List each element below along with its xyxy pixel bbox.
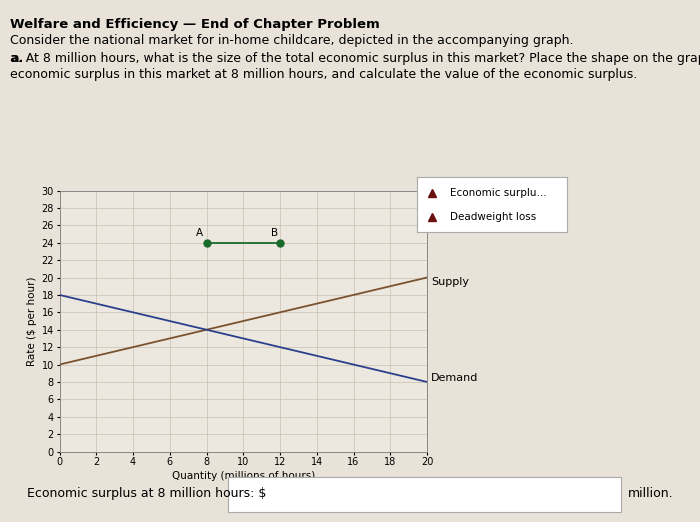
- Text: B: B: [271, 228, 278, 238]
- Text: Supply: Supply: [431, 277, 469, 287]
- Text: a.: a.: [10, 52, 24, 65]
- Text: Demand: Demand: [431, 373, 479, 383]
- Text: Economic surplu...: Economic surplu...: [449, 188, 546, 198]
- X-axis label: Quantity (millions of hours): Quantity (millions of hours): [172, 471, 315, 481]
- Text: A: A: [196, 228, 203, 238]
- Text: a. At 8 million hours, what is the size of the total economic surplus in this ma: a. At 8 million hours, what is the size …: [10, 52, 700, 65]
- Y-axis label: Rate ($ per hour): Rate ($ per hour): [27, 276, 37, 366]
- Text: Economic surplus at 8 million hours: $: Economic surplus at 8 million hours: $: [27, 487, 267, 500]
- Text: economic surplus in this market at 8 million hours, and calculate the value of t: economic surplus in this market at 8 mil…: [10, 68, 638, 81]
- Text: Deadweight loss: Deadweight loss: [449, 212, 536, 222]
- Text: Consider the national market for in-home childcare, depicted in the accompanying: Consider the national market for in-home…: [10, 34, 574, 47]
- Text: Welfare and Efficiency — End of Chapter Problem: Welfare and Efficiency — End of Chapter …: [10, 18, 380, 31]
- Text: million.: million.: [629, 487, 674, 500]
- FancyBboxPatch shape: [228, 477, 622, 512]
